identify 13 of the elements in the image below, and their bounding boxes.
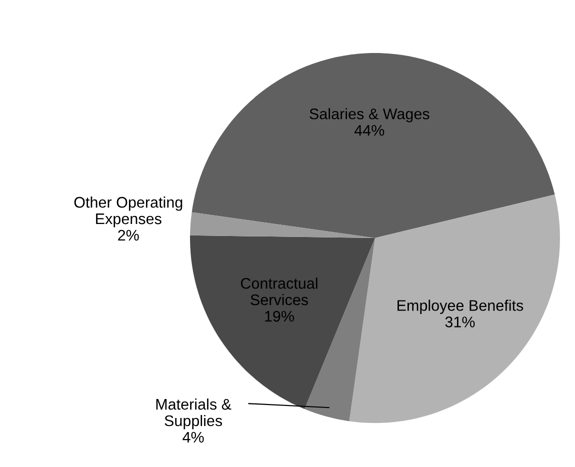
data-label: 4% [182, 432, 204, 443]
slice-label: Employee Benefits [398, 300, 524, 314]
data-label: 2% [118, 230, 139, 241]
slice-label: Other Operating Expenses [74, 196, 182, 228]
pie-slice [192, 53, 555, 238]
slice-label: Contractual Services [240, 278, 318, 306]
pie-slice [190, 212, 375, 238]
pie-slice [349, 194, 560, 423]
data-label: 44% [354, 125, 384, 136]
data-label: 19% [265, 310, 294, 322]
data-label: 31% [445, 316, 475, 328]
slice-label: Salaries & Wages [310, 108, 430, 122]
slice-label: Materials & Supplies [156, 398, 232, 430]
